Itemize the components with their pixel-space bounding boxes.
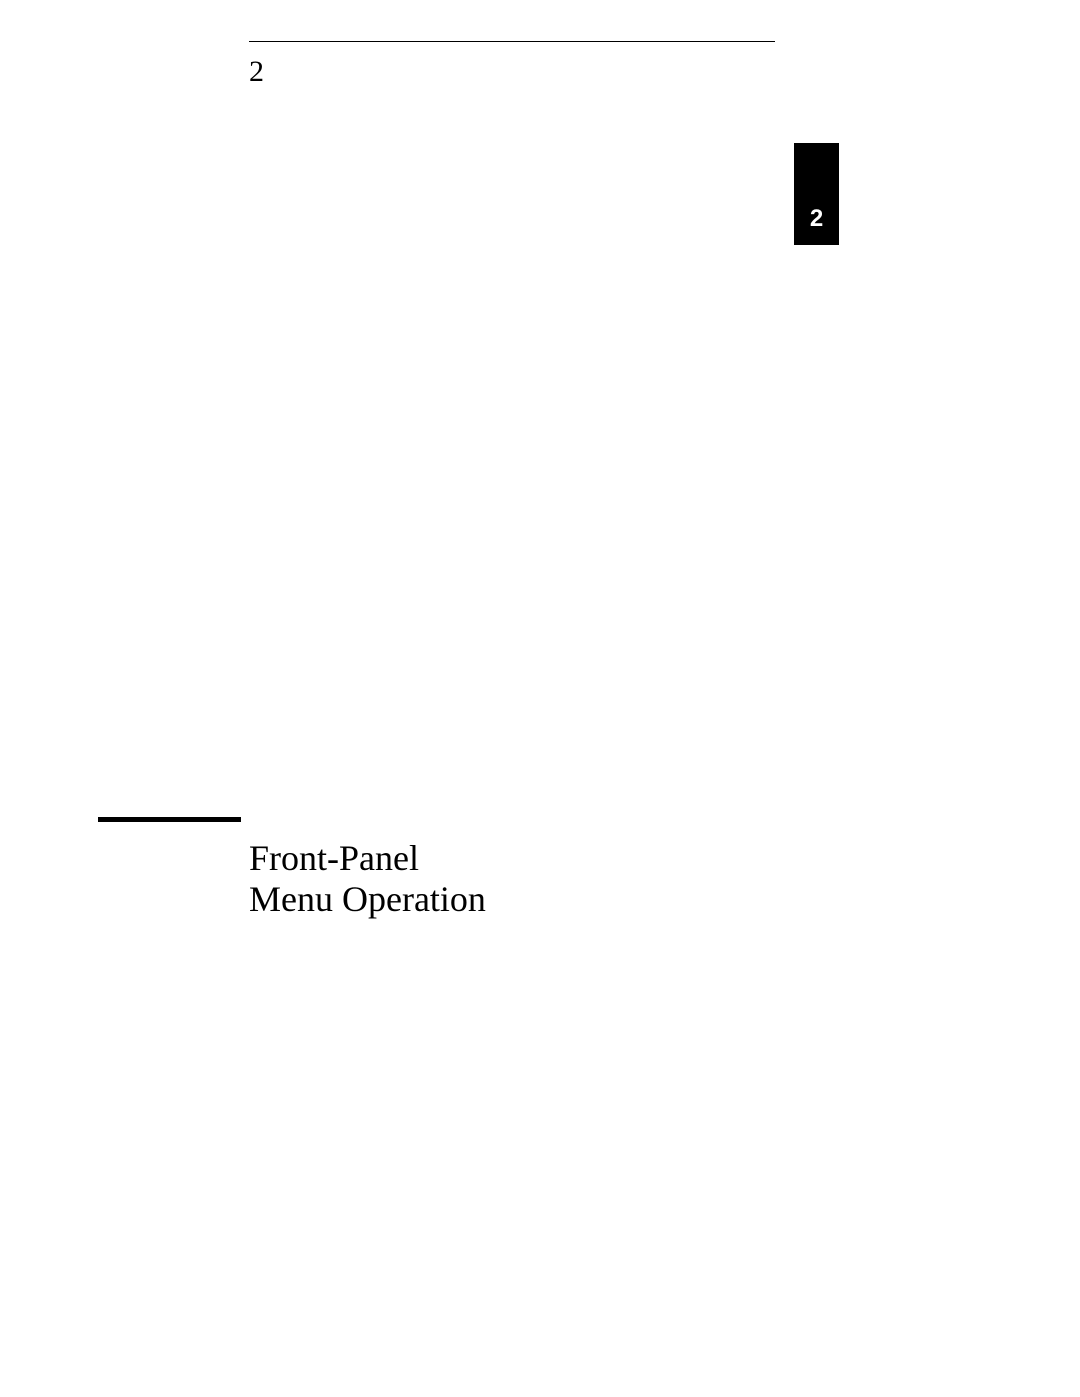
page-container: 2 2 Front-Panel Menu Operation bbox=[0, 0, 1080, 1397]
section-divider-bar bbox=[98, 817, 241, 822]
section-title-line1: Front-Panel bbox=[249, 837, 419, 879]
side-tab: 2 bbox=[794, 143, 839, 245]
chapter-number-top: 2 bbox=[249, 55, 264, 89]
section-title-line2: Menu Operation bbox=[249, 878, 486, 920]
top-horizontal-rule bbox=[249, 41, 775, 42]
side-tab-number: 2 bbox=[810, 205, 823, 233]
